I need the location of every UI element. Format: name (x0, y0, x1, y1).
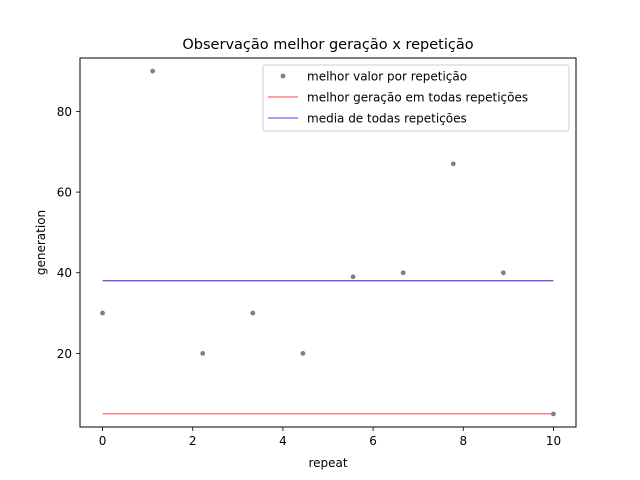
data-point (400, 270, 406, 276)
data-point (350, 274, 356, 280)
data-point (150, 68, 156, 74)
x-tick-label: 10 (546, 434, 561, 448)
plot-frame (79, 57, 577, 428)
legend: melhor valor por repetição melhor geração… (262, 64, 570, 132)
legend-box (262, 64, 570, 132)
data-point (200, 351, 206, 356)
x-tick-label: 0 (99, 434, 107, 448)
x-tick-label: 2 (189, 434, 197, 448)
x-axis-label: repeat (308, 456, 347, 470)
x-tick-label: 6 (369, 434, 377, 448)
y-tick-label: 40 (57, 266, 72, 280)
y-tick-label: 60 (57, 186, 72, 200)
legend-marker (280, 73, 286, 79)
legend-entry-label: melhor valor por repetição (307, 70, 467, 84)
x-tick-label: 8 (459, 434, 467, 448)
data-point (100, 310, 105, 316)
y-tick-label: 20 (57, 347, 72, 361)
y-axis-label: generation (34, 210, 48, 275)
y-tick-label: 80 (57, 105, 72, 119)
data-point (300, 351, 306, 356)
legend-entry-label: melhor geração em todas repetições (307, 91, 528, 105)
chart-title: Observação melhor geração x repetição (182, 37, 473, 53)
data-point (450, 161, 456, 167)
legend-entry-label: media de todas repetições (307, 112, 467, 126)
data-point (551, 411, 556, 417)
x-tick-label: 4 (279, 434, 287, 448)
data-point (500, 270, 506, 276)
data-point (250, 310, 256, 316)
